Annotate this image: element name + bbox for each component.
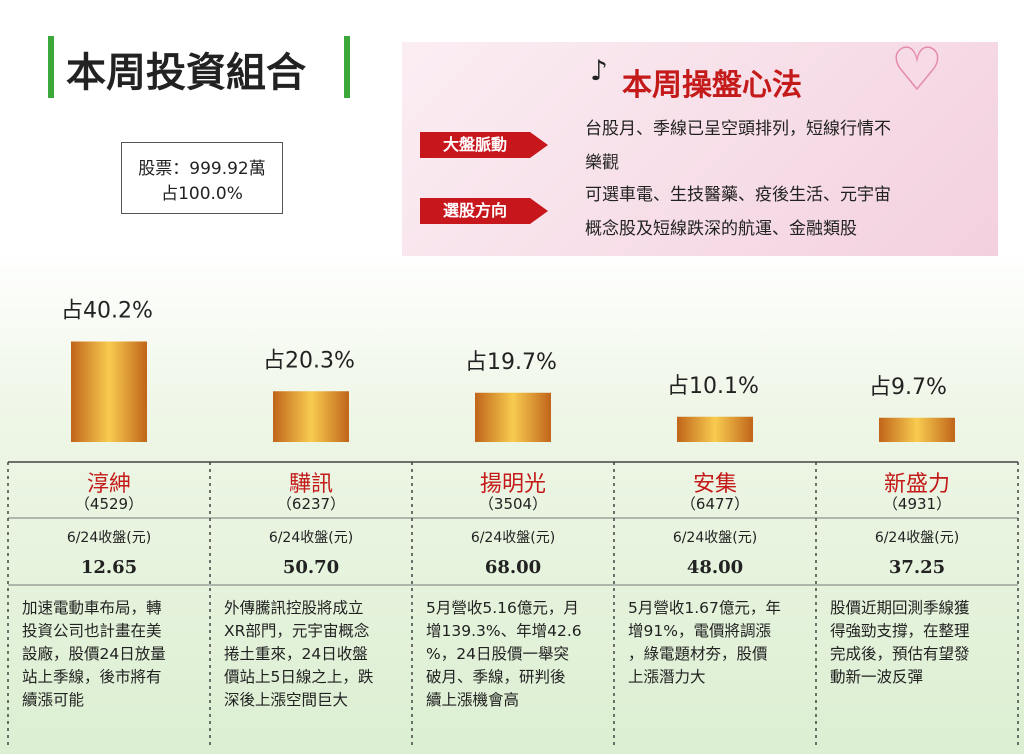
stock-name: 驊訊 — [288, 472, 333, 497]
value-label: 占40.2% — [61, 299, 153, 324]
description: 完成後，預估有望發 — [830, 645, 970, 663]
stock-name: 淳紳 — [86, 472, 131, 497]
description: 深後上漲空間巨大 — [224, 691, 349, 709]
description: XR部門，元宇宙概念 — [224, 622, 370, 640]
description: 上漲潛力大 — [628, 668, 706, 686]
title-bar-left — [48, 36, 54, 98]
value-label: 占10.1% — [667, 374, 759, 399]
price: 68.00 — [484, 557, 542, 578]
label-arrow — [530, 198, 548, 224]
description: 續漲可能 — [22, 691, 85, 709]
description: 得強勁支撐，在整理 — [830, 622, 970, 640]
stock-code: （6237） — [276, 495, 346, 513]
stock-code: （3504） — [478, 495, 548, 513]
heart-icon: ♡ — [890, 35, 944, 105]
description: 增139.3%、年增42.6 — [426, 622, 582, 640]
stock-name: 安集 — [692, 472, 737, 497]
description: 設廠，股價24日放量 — [22, 645, 166, 663]
stock-name: 新盛力 — [883, 472, 950, 497]
strategy-text: 台股月、季線已呈空頭排列，短線行情不 — [585, 119, 891, 139]
title-bar-right — [344, 36, 350, 98]
strategy-label: 選股方向 — [420, 198, 530, 224]
bar — [677, 416, 753, 442]
description: 5月營收5.16億元，月 — [426, 599, 579, 617]
value-label: 占20.3% — [263, 348, 355, 373]
strategy-text: 概念股及短線跌深的航運、金融類股 — [585, 219, 857, 239]
strategy-text: 可選車電、生技醫藥、疫後生活、元宇宙 — [585, 185, 891, 205]
bar — [71, 341, 147, 442]
page-title: 本周投資組合 — [66, 50, 306, 96]
description: 5月營收1.67億元，年 — [628, 599, 781, 617]
description: 動新一波反彈 — [830, 668, 924, 686]
price-label: 6/24收盤(元) — [672, 530, 758, 546]
price-label: 6/24收盤(元) — [470, 530, 556, 546]
price-label: 6/24收盤(元) — [268, 530, 354, 546]
description: 捲土重來，24日收盤 — [224, 645, 368, 663]
price: 50.70 — [282, 557, 340, 578]
value-label: 占19.7% — [465, 350, 557, 375]
bar — [879, 417, 955, 442]
summary-line: 占100.0% — [161, 184, 243, 204]
icon: ♪ — [590, 54, 608, 87]
label-arrow — [530, 132, 548, 158]
summary-box — [121, 142, 283, 214]
bar — [475, 392, 551, 442]
strategy-title: 本周操盤心法 — [622, 68, 802, 103]
stock-code: （6477） — [680, 495, 750, 513]
strategy-label: 大盤脈動 — [420, 132, 530, 158]
description: 續上漲機會高 — [426, 691, 520, 709]
description: %，24日股價一舉突 — [426, 645, 569, 663]
description: 站上季線，後市將有 — [22, 668, 162, 686]
description: 加速電動車布局，轉 — [22, 599, 162, 617]
value-label: 占9.7% — [869, 375, 947, 400]
price-label: 6/24收盤(元) — [66, 530, 152, 546]
description: 股價近期回測季線獲 — [830, 599, 970, 617]
description: 價站上5日線之上，跌 — [224, 668, 374, 686]
price: 12.65 — [80, 557, 138, 578]
price-label: 6/24收盤(元) — [874, 530, 960, 546]
description: 破月、季線，研判後 — [426, 668, 566, 686]
bar — [273, 391, 349, 442]
stock-code: （4529） — [74, 495, 144, 513]
price: 48.00 — [686, 557, 744, 578]
description: ，綠電題材夯，股價 — [628, 645, 768, 663]
stock-code: （4931） — [882, 495, 952, 513]
description: 外傳騰訊控股將成立 — [224, 599, 364, 617]
summary-line: 股票：999.92萬 — [138, 159, 266, 179]
description: 增91%，電價將調漲 — [628, 622, 771, 640]
price: 37.25 — [888, 557, 946, 578]
description: 投資公司也計畫在美 — [22, 622, 162, 640]
strategy-text: 樂觀 — [585, 153, 619, 173]
stock-name: 揚明光 — [479, 472, 546, 497]
